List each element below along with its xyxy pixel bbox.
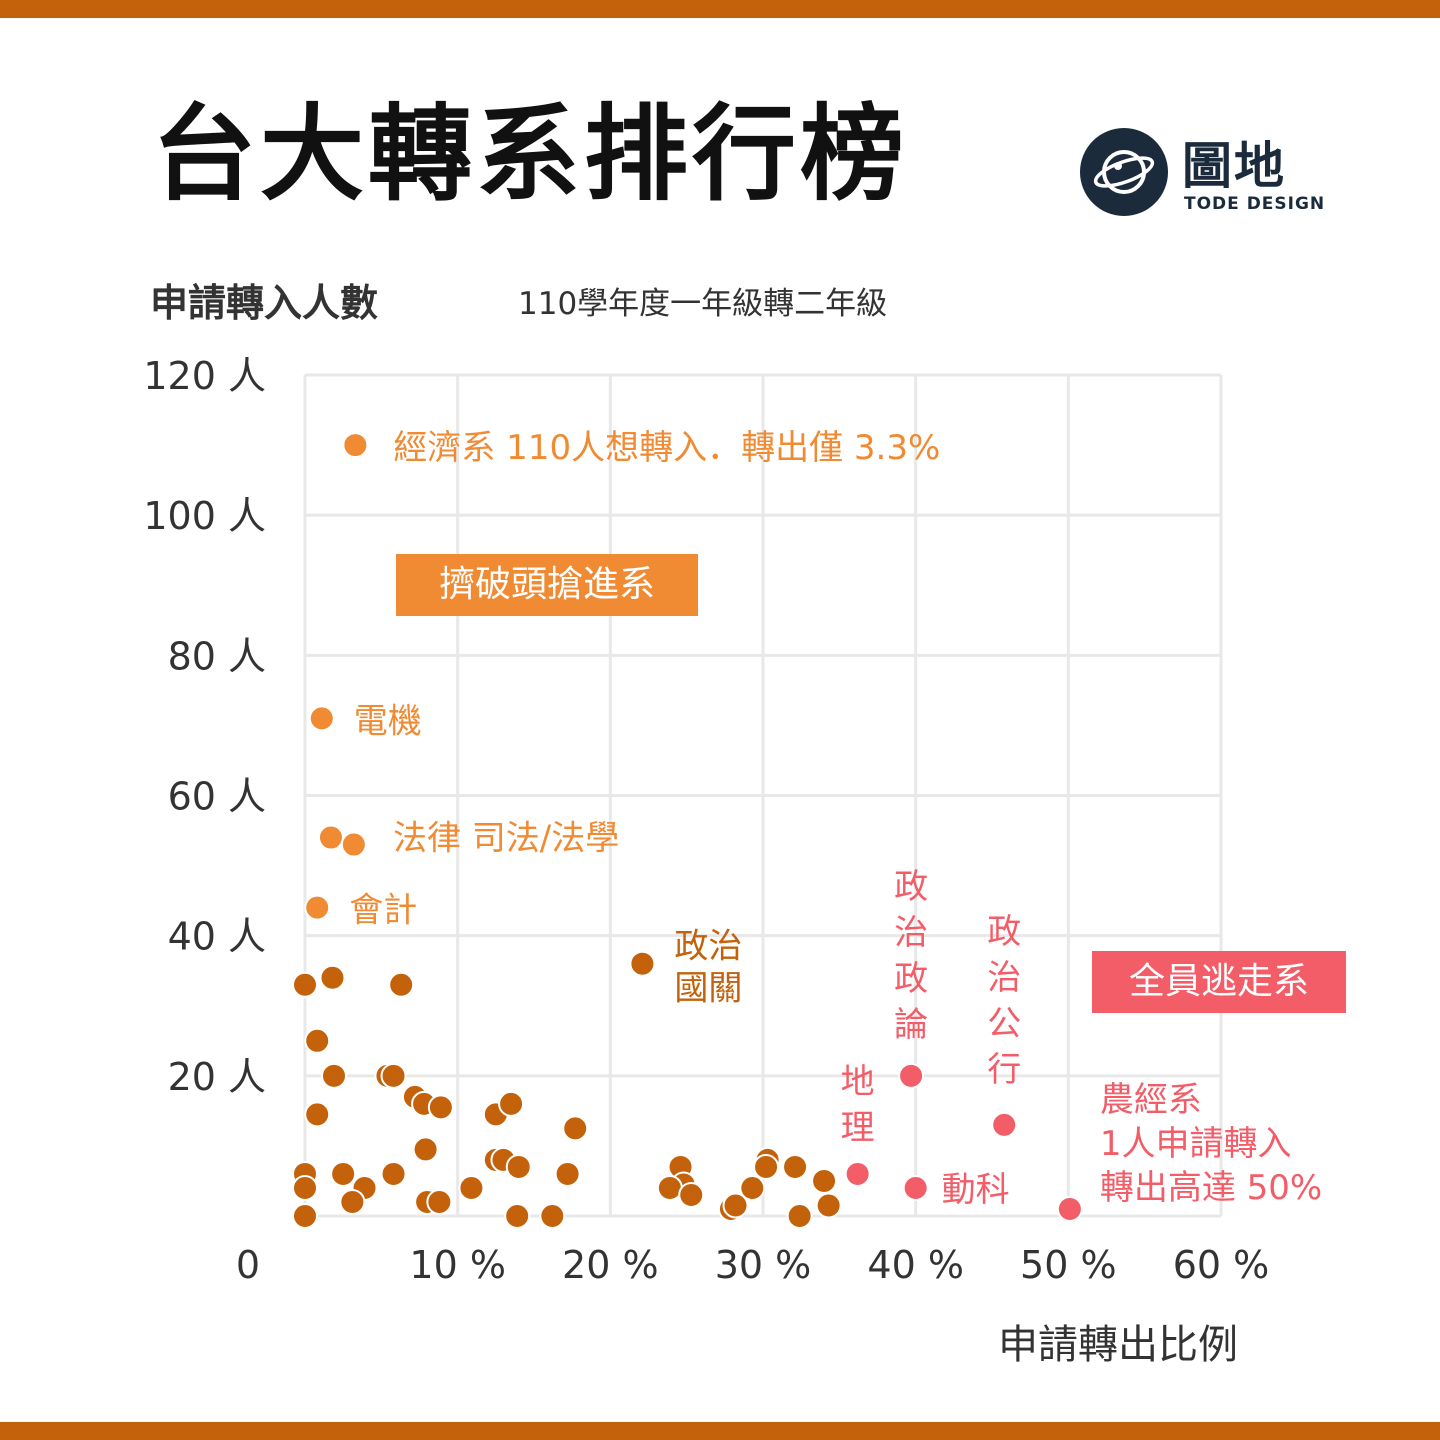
normal-point-label: 國關 bbox=[674, 969, 742, 1009]
popular-point-label: 會計 bbox=[349, 891, 417, 931]
normal-point bbox=[330, 1160, 357, 1187]
unpopular-point-label: 政 bbox=[894, 867, 928, 907]
normal-point bbox=[292, 971, 318, 998]
normal-point bbox=[722, 1192, 749, 1219]
popular-point bbox=[342, 432, 369, 459]
x-tick-label: 50 % bbox=[1020, 1243, 1117, 1287]
unpopular-point bbox=[991, 1111, 1018, 1138]
unpopular-point-label: 理 bbox=[841, 1108, 875, 1148]
origin-tick-label: 0 bbox=[236, 1243, 260, 1287]
unpopular-point bbox=[902, 1174, 929, 1201]
x-tick-label: 40 % bbox=[867, 1243, 964, 1287]
logo-subtitle: TODE DESIGN bbox=[1184, 194, 1326, 214]
normal-point bbox=[554, 1160, 581, 1187]
normal-point bbox=[678, 1181, 705, 1208]
unpopular-group-box: 全員逃走系 bbox=[1092, 951, 1346, 1014]
unpopular-point-label: 公 bbox=[987, 1004, 1021, 1044]
normal-point bbox=[753, 1153, 780, 1180]
normal-point bbox=[380, 1062, 407, 1089]
planet-logo-icon bbox=[1080, 128, 1168, 216]
popular-point bbox=[340, 831, 367, 858]
logo: 圖地 TODE DESIGN bbox=[1080, 128, 1324, 218]
top-border bbox=[0, 0, 1440, 18]
unpopular-point bbox=[898, 1062, 925, 1089]
normal-point bbox=[380, 1160, 407, 1187]
popular-group-box: 擠破頭搶進系 bbox=[396, 554, 698, 617]
normal-point bbox=[815, 1192, 842, 1219]
x-tick-label: 30 % bbox=[715, 1243, 812, 1287]
normal-point bbox=[412, 1136, 439, 1163]
unpopular-point-label: 治 bbox=[987, 958, 1021, 998]
popular-point-label: 電機 bbox=[354, 701, 422, 741]
normal-point-label: 政治 bbox=[674, 927, 742, 967]
chart-subtitle: 110學年度一年級轉二年級 bbox=[518, 286, 888, 322]
unpopular-point bbox=[844, 1160, 871, 1187]
unpopular-point-label: 動科 bbox=[942, 1170, 1010, 1210]
y-tick-label: 20 人 bbox=[168, 1055, 266, 1099]
normal-point bbox=[427, 1094, 454, 1121]
normal-point bbox=[321, 1062, 348, 1089]
unpopular-point-label: 論 bbox=[894, 1005, 928, 1045]
normal-point bbox=[782, 1153, 809, 1180]
x-tick-label: 20 % bbox=[562, 1243, 659, 1287]
normal-point bbox=[786, 1203, 813, 1229]
popular-point-label: 法律 司法/法學 bbox=[393, 819, 619, 859]
unpopular-point-label: 地 bbox=[841, 1062, 875, 1102]
y-tick-label: 100 人 bbox=[143, 494, 266, 538]
popular-point bbox=[317, 824, 344, 851]
y-axis-label: 申請轉入人數 bbox=[150, 281, 379, 325]
normal-point bbox=[562, 1115, 589, 1142]
normal-point bbox=[304, 1027, 331, 1054]
normal-point bbox=[304, 1101, 331, 1128]
unpopular-point-label: 行 bbox=[987, 1050, 1021, 1090]
unpopular-point-label: 1人申請轉入 bbox=[1100, 1124, 1292, 1164]
unpopular-point-label: 轉出高達 50% bbox=[1100, 1168, 1322, 1208]
y-tick-label: 40 人 bbox=[168, 915, 266, 959]
normal-point bbox=[339, 1188, 366, 1215]
bottom-border bbox=[0, 1422, 1440, 1440]
unpopular-point-label: 政 bbox=[894, 959, 928, 999]
x-tick-label: 10 % bbox=[409, 1243, 506, 1287]
normal-point bbox=[739, 1174, 766, 1201]
y-tick-label: 120 人 bbox=[143, 354, 266, 398]
unpopular-point-label: 政 bbox=[987, 912, 1021, 952]
normal-point bbox=[319, 964, 346, 991]
page-title: 台大轉系排行榜 bbox=[152, 93, 909, 215]
normal-point bbox=[292, 1203, 318, 1229]
normal-point bbox=[498, 1090, 525, 1117]
normal-point bbox=[539, 1203, 566, 1229]
y-tick-label: 80 人 bbox=[168, 634, 266, 678]
popular-point bbox=[304, 894, 331, 921]
unpopular-point-label: 農經系 bbox=[1100, 1080, 1202, 1120]
normal-point bbox=[504, 1203, 531, 1229]
y-tick-label: 60 人 bbox=[168, 775, 266, 819]
x-tick-label: 60 % bbox=[1173, 1243, 1270, 1287]
normal-point bbox=[629, 950, 656, 977]
normal-point bbox=[426, 1188, 453, 1215]
x-axis-label: 申請轉出比例 bbox=[998, 1322, 1238, 1368]
popular-point bbox=[308, 705, 335, 732]
normal-point bbox=[458, 1174, 485, 1201]
normal-point bbox=[505, 1153, 532, 1180]
logo-name: 圖地 bbox=[1182, 137, 1286, 195]
normal-point bbox=[388, 971, 415, 998]
normal-point bbox=[656, 1174, 683, 1201]
unpopular-point-label: 治 bbox=[894, 913, 928, 953]
normal-point bbox=[292, 1174, 318, 1201]
unpopular-point bbox=[1056, 1195, 1083, 1222]
popular-point-label: 經濟系 110人想轉入．轉出僅 3.3% bbox=[393, 428, 940, 468]
normal-point bbox=[811, 1167, 838, 1194]
